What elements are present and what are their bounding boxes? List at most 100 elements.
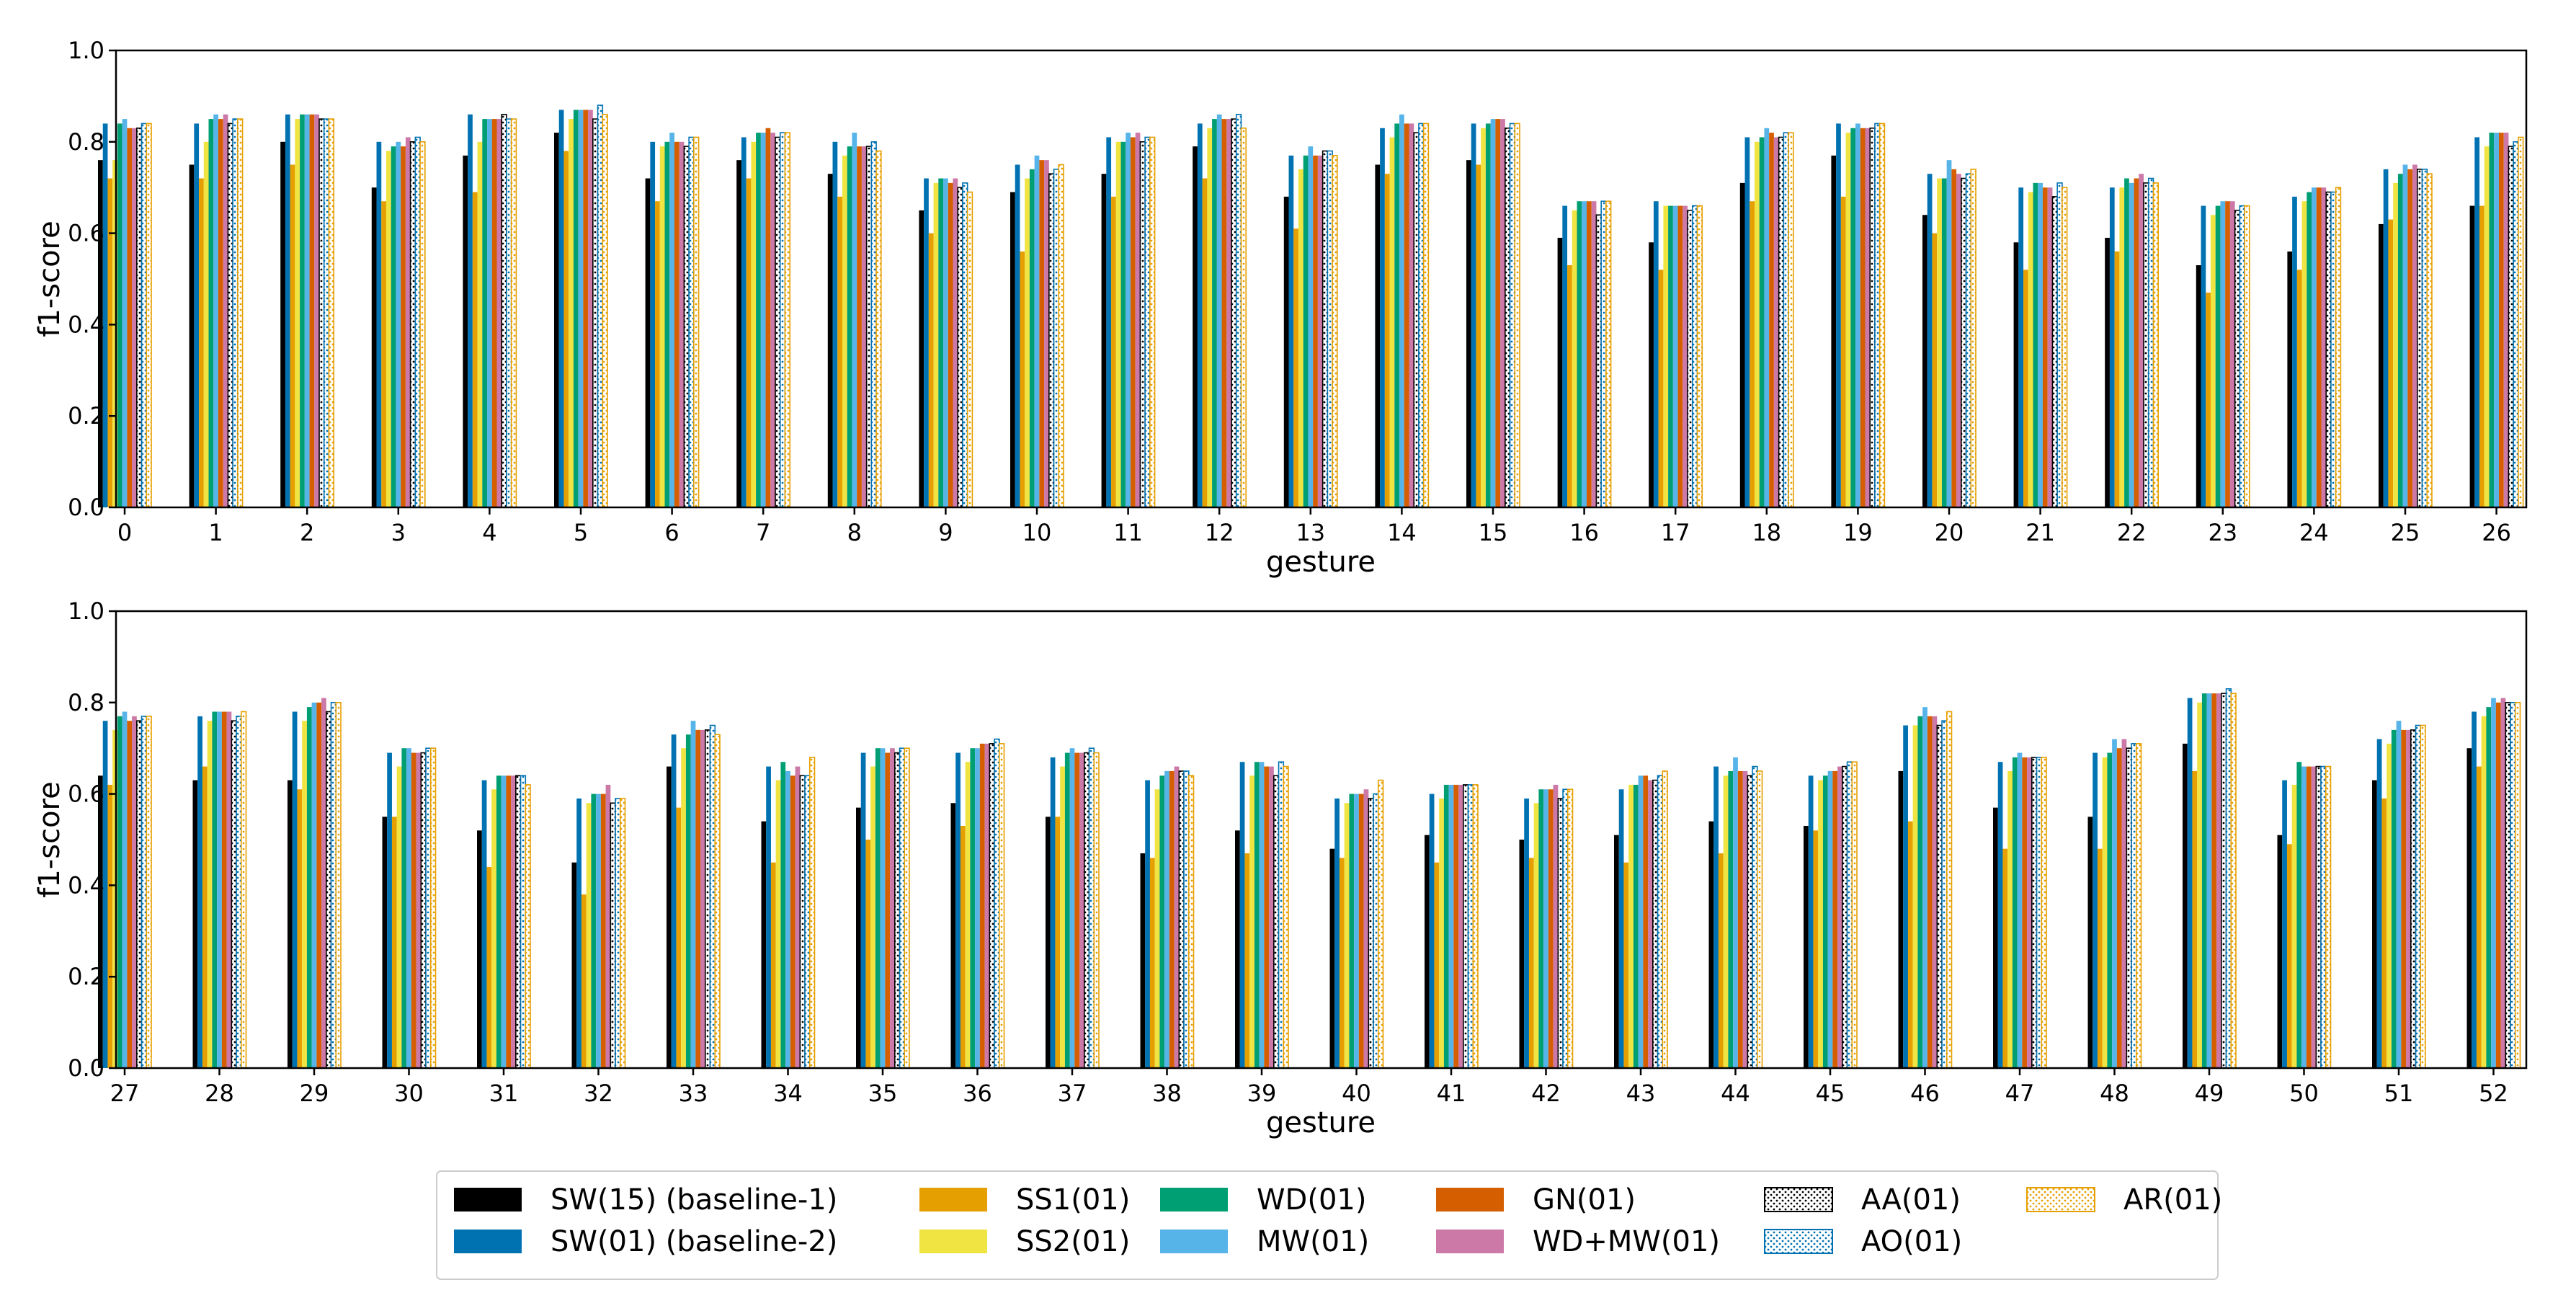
bar-aa-01-gesture-37 bbox=[1084, 752, 1090, 1069]
x-tick-label: 50 bbox=[2289, 1080, 2319, 1107]
bar-wd-01-gesture-26 bbox=[2489, 133, 2495, 507]
bar-sw-01-baseline-2-gesture-19 bbox=[1836, 123, 1841, 507]
bar-wd-mw-01-gesture-30 bbox=[416, 752, 422, 1068]
bar-gn-01-gesture-45 bbox=[1832, 770, 1838, 1068]
x-tick-label: 51 bbox=[2384, 1080, 2414, 1107]
bar-aa-01-gesture-24 bbox=[2325, 191, 2332, 508]
x-ticks-top: 0 1 2 3 4 5 6 7 8 9 10 11 12 13 14 15 16 17 18 19 20 21 22 23 24… bbox=[117, 507, 2511, 546]
bar-ar-01-gesture-0 bbox=[146, 123, 152, 508]
bar-sw-15-baseline-1-gesture-35 bbox=[856, 807, 861, 1068]
bar-ss1-01-gesture-27 bbox=[107, 784, 113, 1068]
bar-sw-15-baseline-1-gesture-26 bbox=[2469, 205, 2475, 507]
x-tick-label: 45 bbox=[1816, 1080, 1845, 1107]
bar-aa-01-gesture-15 bbox=[1505, 127, 1511, 508]
bar-aa-01-gesture-45 bbox=[1842, 765, 1848, 1069]
bar-ss2-01-gesture-26 bbox=[2484, 146, 2490, 507]
bar-aa-01-gesture-13 bbox=[1322, 150, 1329, 508]
x-tick-label: 34 bbox=[773, 1080, 803, 1107]
bar-sw-01-baseline-2-gesture-47 bbox=[1997, 762, 2003, 1068]
x-tick-label: 14 bbox=[1387, 519, 1417, 546]
bar-ss1-01-gesture-8 bbox=[837, 196, 842, 507]
bar-ss1-01-gesture-43 bbox=[1623, 862, 1629, 1068]
x-tick-label: 42 bbox=[1531, 1080, 1561, 1107]
chart-panel-bottom: 0.0 0.2 0.4 0.6 0.8 1.0 27 28 29 30 31 32 33 34 35 36 3… bbox=[33, 597, 2528, 1139]
bar-ao-01-gesture-41 bbox=[1467, 784, 1474, 1069]
bar-mw-01-gesture-52 bbox=[2491, 698, 2496, 1068]
bar-mw-01-gesture-33 bbox=[690, 721, 696, 1068]
bar-aa-01-gesture-16 bbox=[1595, 214, 1602, 508]
bar-ss2-01-gesture-37 bbox=[1060, 766, 1065, 1068]
y-tick-label: 1.0 bbox=[68, 597, 104, 625]
bar-sw-15-baseline-1-gesture-48 bbox=[2087, 817, 2093, 1068]
bar-ss2-01-gesture-20 bbox=[1937, 178, 1942, 507]
bar-gn-01-gesture-36 bbox=[979, 743, 985, 1068]
bar-sw-01-baseline-2-gesture-44 bbox=[1713, 766, 1719, 1068]
bar-ao-01-gesture-20 bbox=[1965, 173, 1972, 508]
bar-mw-01-gesture-3 bbox=[396, 141, 401, 508]
bar-wd-mw-01-gesture-24 bbox=[2321, 187, 2327, 507]
bar-sw-15-baseline-1-gesture-3 bbox=[371, 187, 377, 507]
bar-ao-01-gesture-1 bbox=[232, 118, 239, 508]
x-tick-label: 5 bbox=[574, 519, 588, 546]
bar-sw-01-baseline-2-gesture-3 bbox=[376, 141, 382, 508]
bar-ss2-01-gesture-44 bbox=[1723, 775, 1729, 1068]
x-ticks-bottom: 27 28 29 30 31 32 33 34 35 36 37 38 39 40 41 42 43 44 45 46… bbox=[110, 1068, 2508, 1107]
bar-wd-mw-01-gesture-29 bbox=[321, 698, 326, 1068]
bar-wd-mw-01-gesture-39 bbox=[1269, 766, 1274, 1068]
bar-gn-01-gesture-0 bbox=[127, 128, 133, 507]
bar-ss2-01-gesture-12 bbox=[1207, 128, 1213, 507]
plot-frame-bottom bbox=[115, 610, 2528, 1070]
bar-aa-01-gesture-48 bbox=[2126, 747, 2132, 1069]
bar-wd-mw-01-gesture-41 bbox=[1458, 784, 1463, 1068]
x-tick-label: 3 bbox=[391, 519, 406, 546]
bar-wd-mw-01-gesture-43 bbox=[1648, 780, 1653, 1068]
bar-ss2-01-gesture-52 bbox=[2481, 716, 2487, 1068]
bar-gn-01-gesture-4 bbox=[491, 119, 497, 508]
bar-sw-01-baseline-2-gesture-22 bbox=[2109, 187, 2115, 507]
bar-gn-01-gesture-23 bbox=[2225, 201, 2230, 507]
bar-ao-01-gesture-26 bbox=[2513, 141, 2519, 508]
bar-ar-01-gesture-26 bbox=[2518, 136, 2524, 508]
bar-mw-01-gesture-30 bbox=[406, 748, 411, 1068]
bar-gn-01-gesture-37 bbox=[1074, 752, 1080, 1068]
bar-ss2-01-gesture-51 bbox=[2386, 743, 2392, 1068]
y-axis-label-bottom: f1-score bbox=[33, 781, 66, 897]
bar-ss1-01-gesture-40 bbox=[1339, 858, 1345, 1068]
x-tick-label: 23 bbox=[2208, 519, 2237, 546]
bar-wd-01-gesture-25 bbox=[2397, 174, 2403, 507]
legend-item-gn-01: GN(01) bbox=[1436, 1183, 1636, 1217]
y-tick-label: 0.8 bbox=[68, 128, 104, 156]
legend-item-wd-mw-01: WD+MW(01) bbox=[1436, 1225, 1720, 1258]
bar-ao-01-gesture-18 bbox=[1783, 132, 1789, 508]
bar-wd-mw-01-gesture-32 bbox=[605, 784, 611, 1068]
x-tick-label: 48 bbox=[2100, 1080, 2129, 1107]
bar-gn-01-gesture-32 bbox=[600, 793, 606, 1068]
legend-item-mw-01: MW(01) bbox=[1160, 1225, 1369, 1258]
bar-aa-01-gesture-21 bbox=[2051, 196, 2058, 508]
bar-ss1-01-gesture-37 bbox=[1055, 817, 1061, 1068]
legend-swatch bbox=[1436, 1230, 1504, 1253]
bar-sw-01-baseline-2-gesture-20 bbox=[1927, 174, 1933, 507]
bar-sw-15-baseline-1-gesture-23 bbox=[2196, 264, 2201, 507]
x-tick-label: 18 bbox=[1752, 519, 1781, 546]
bar-mw-01-gesture-26 bbox=[2494, 133, 2499, 507]
bar-ao-01-gesture-23 bbox=[2239, 205, 2245, 508]
bar-ao-01-gesture-36 bbox=[994, 738, 1000, 1069]
bar-sw-01-baseline-2-gesture-34 bbox=[766, 766, 771, 1068]
bar-sw-01-baseline-2-gesture-21 bbox=[2018, 187, 2024, 507]
bar-sw-01-baseline-2-gesture-51 bbox=[2376, 739, 2382, 1068]
bar-mw-01-gesture-48 bbox=[2112, 739, 2117, 1068]
bar-ss1-01-gesture-14 bbox=[1384, 174, 1390, 507]
bar-mw-01-gesture-51 bbox=[2396, 721, 2402, 1068]
bar-sw-01-baseline-2-gesture-41 bbox=[1429, 793, 1435, 1068]
bar-mw-01-gesture-43 bbox=[1638, 775, 1644, 1068]
bar-ar-01-gesture-52 bbox=[2514, 701, 2521, 1069]
legend-label: MW(01) bbox=[1257, 1225, 1369, 1258]
y-tick-label: 0.8 bbox=[68, 689, 104, 716]
legend-label: WD(01) bbox=[1257, 1183, 1366, 1217]
bar-ss2-01-gesture-49 bbox=[2197, 702, 2202, 1068]
x-tick-label: 27 bbox=[110, 1080, 140, 1107]
bar-ao-01-gesture-9 bbox=[962, 182, 968, 508]
bar-sw-01-baseline-2-gesture-48 bbox=[2093, 752, 2098, 1068]
